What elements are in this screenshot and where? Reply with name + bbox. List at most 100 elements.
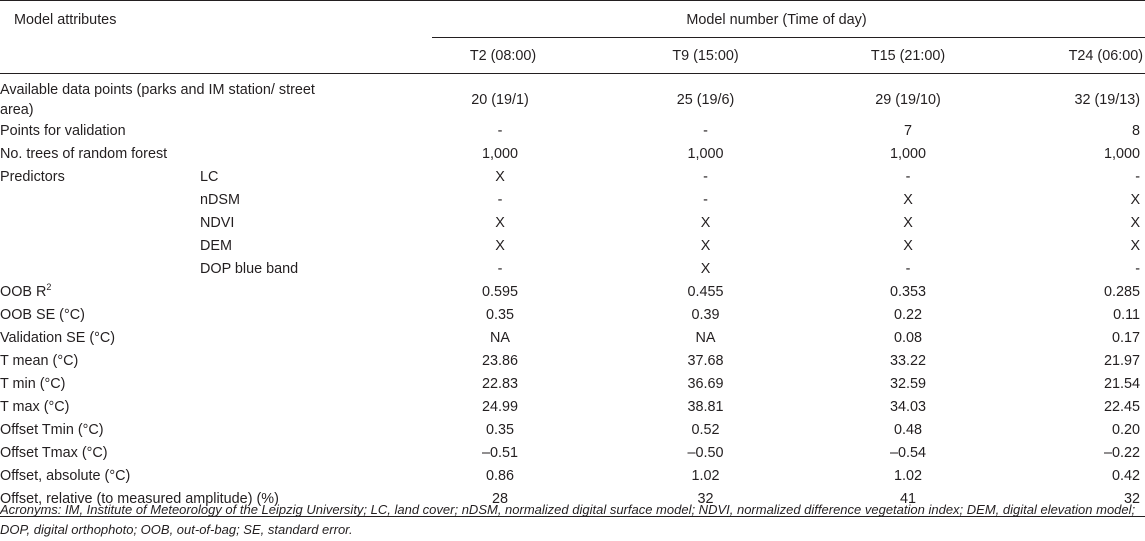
row-sublabel xyxy=(200,143,408,166)
row-label xyxy=(0,212,200,235)
cell-t9: - xyxy=(703,192,708,208)
cell-t9: - xyxy=(703,169,708,185)
table-row: DEM X X X X xyxy=(0,235,1145,258)
cell-t15: X xyxy=(903,192,913,208)
cell-t24: - xyxy=(1135,169,1141,185)
column-header-t15: T15 (21:00) xyxy=(870,47,946,64)
row-label-superscript: 2 xyxy=(46,282,52,292)
cell-t2: - xyxy=(497,261,503,277)
row-label: T min (°C) xyxy=(0,373,200,396)
cell-t24: X xyxy=(1130,215,1141,231)
cell-t9: 0.52 xyxy=(691,422,720,438)
cell-t24: 21.54 xyxy=(1104,376,1141,392)
row-label-text: Offset Tmin (°C) xyxy=(0,422,104,438)
cell-t9: X xyxy=(700,215,711,231)
table-row: Offset Tmin (°C) 0.35 0.52 0.48 0.20 xyxy=(0,419,1145,442)
cell-t9: 36.69 xyxy=(687,376,724,392)
row-sublabel xyxy=(200,465,408,488)
row-label-text: Validation SE (°C) xyxy=(0,330,116,346)
row-label: Available data points (parks and IM stat… xyxy=(0,74,408,121)
row-label-text: OOB SE (°C) xyxy=(0,307,85,323)
cell-t24: 21.97 xyxy=(1104,353,1141,369)
table-row: DOP blue band - X - - xyxy=(0,258,1145,281)
table-row: OOB SE (°C) 0.35 0.39 0.22 0.11 xyxy=(0,304,1145,327)
cell-t2: –0.51 xyxy=(482,445,519,461)
row-label-text: Offset, absolute (°C) xyxy=(0,468,131,484)
cell-t24: –0.22 xyxy=(1104,445,1141,461)
row-label: Points for validation xyxy=(0,120,200,143)
table-row: Offset, absolute (°C) 0.86 1.02 1.02 0.42 xyxy=(0,465,1145,488)
row-sublabel xyxy=(200,327,408,350)
cell-t15: 0.353 xyxy=(890,284,927,300)
table-row: T mean (°C) 23.86 37.68 33.22 21.97 xyxy=(0,350,1145,373)
cell-t24: 0.285 xyxy=(1104,284,1141,300)
cell-t24: 0.17 xyxy=(1112,330,1141,346)
table-row: NDVI X X X X xyxy=(0,212,1145,235)
cell-t9: 0.39 xyxy=(691,307,720,323)
cell-t2: NA xyxy=(490,330,511,346)
cell-t2: X xyxy=(495,215,505,231)
column-header-t2: T2 (08:00) xyxy=(469,47,537,64)
table-row: Available data points (parks and IM stat… xyxy=(0,74,1145,121)
row-label: OOB R2 xyxy=(0,281,200,304)
row-label xyxy=(0,235,200,258)
row-label: Offset, relative (to measured amplitude)… xyxy=(0,488,279,517)
cell-t9: 1,000 xyxy=(687,146,724,162)
header-spacer xyxy=(0,38,200,74)
table-row: OOB R2 0.595 0.455 0.353 0.285 xyxy=(0,281,1145,304)
cell-t2: X xyxy=(495,169,505,185)
cell-t24: 8 xyxy=(1132,123,1141,139)
row-sublabel xyxy=(200,396,408,419)
table-body: Available data points (parks and IM stat… xyxy=(0,74,1145,517)
cell-t15: –0.54 xyxy=(890,445,927,461)
row-label: Predictors xyxy=(0,166,200,189)
row-sublabel xyxy=(200,281,408,304)
cell-t9: NA xyxy=(695,330,716,346)
cell-t9: - xyxy=(703,123,708,139)
column-header-t24: T24 (06:00) xyxy=(1068,47,1144,64)
row-sublabel: LC xyxy=(200,169,219,185)
table-row: Validation SE (°C) NA NA 0.08 0.17 xyxy=(0,327,1145,350)
table-row: Points for validation - - 7 8 xyxy=(0,120,1145,143)
cell-t9: –0.50 xyxy=(687,445,724,461)
row-label-text: OOB R xyxy=(0,284,47,300)
row-label: Offset, absolute (°C) xyxy=(0,465,200,488)
header-row-2: T2 (08:00) T9 (15:00) T15 (21:00) T24 (0… xyxy=(0,38,1145,74)
cell-t9: X xyxy=(700,238,711,254)
cell-t2: 24.99 xyxy=(482,399,519,415)
row-label-text: Offset, relative (to measured amplitude)… xyxy=(0,491,279,507)
model-attributes-table: Model attributes Model number (Time of d… xyxy=(0,0,1145,517)
cell-t2: 0.595 xyxy=(482,284,519,300)
cell-t15: 34.03 xyxy=(890,399,927,415)
cell-t9: 38.81 xyxy=(687,399,724,415)
cell-t15: 7 xyxy=(904,123,913,139)
table-row: No. trees of random forest 1,000 1,000 1,00… xyxy=(0,143,1145,166)
model-number-header: Model number (Time of day) xyxy=(686,11,867,28)
row-label: Validation SE (°C) xyxy=(0,327,200,350)
cell-t15: 0.22 xyxy=(894,307,923,323)
cell-t2: 20 (19/1) xyxy=(471,91,529,108)
row-sublabel xyxy=(200,488,409,517)
cell-t24: X xyxy=(1130,238,1141,254)
cell-t2: 0.86 xyxy=(486,468,515,484)
cell-t15: 1.02 xyxy=(894,468,923,484)
cell-t9: 32 xyxy=(598,488,814,517)
cell-t2: 0.35 xyxy=(486,307,515,323)
row-sublabel: NDVI xyxy=(200,215,235,231)
cell-t15: 32.59 xyxy=(890,376,927,392)
cell-t15: 33.22 xyxy=(890,353,927,369)
row-sublabel xyxy=(200,120,408,143)
row-label: T mean (°C) xyxy=(0,350,200,373)
cell-t24: 0.42 xyxy=(1112,468,1141,484)
column-header-t9: T9 (15:00) xyxy=(672,47,739,64)
row-label: T max (°C) xyxy=(0,396,200,419)
row-label: OOB SE (°C) xyxy=(0,304,200,327)
row-sublabel: nDSM xyxy=(200,192,240,208)
table-row: T min (°C) 22.83 36.69 32.59 21.54 xyxy=(0,373,1145,396)
cell-t24: - xyxy=(1135,261,1141,277)
cell-t15: 0.48 xyxy=(894,422,923,438)
cell-t2: X xyxy=(495,238,505,254)
cell-t15: 1,000 xyxy=(890,146,927,162)
row-sublabel xyxy=(200,442,408,465)
row-label-text: Offset Tmax (°C) xyxy=(0,445,108,461)
